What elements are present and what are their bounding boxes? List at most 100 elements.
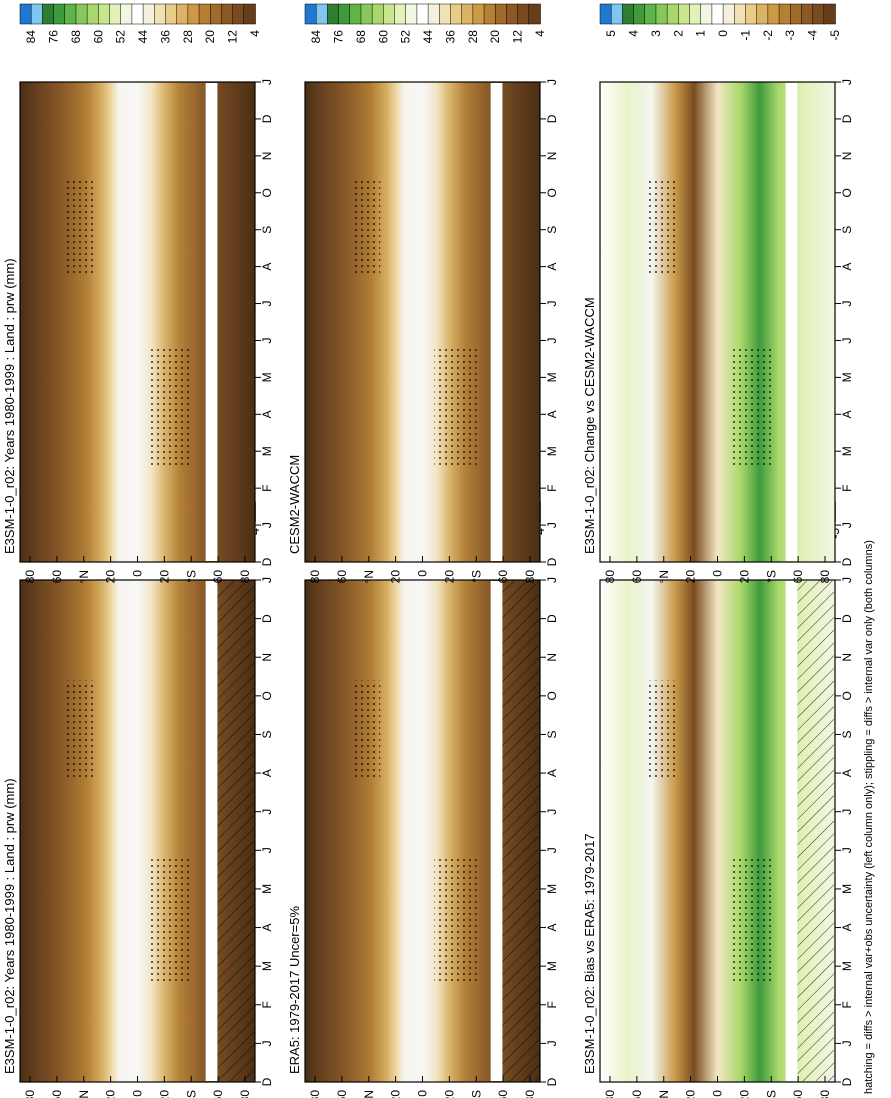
colorbar-swatch — [722, 3, 736, 25]
lat-label: °N — [77, 570, 91, 583]
lat-label: °N — [362, 1090, 376, 1098]
month-label: S — [260, 730, 274, 738]
colorbar-swatch — [427, 3, 441, 25]
month-label: D — [545, 1077, 559, 1086]
lat-label: 80 — [23, 1090, 37, 1098]
colorbar-swatch — [633, 3, 646, 25]
colorbar-swatch — [198, 3, 211, 25]
month-label: S — [840, 730, 854, 738]
month-label: J — [260, 809, 274, 815]
colorbar-swatch — [812, 3, 825, 25]
missing-band — [785, 581, 798, 1081]
colorbar-swatch — [461, 3, 474, 25]
month-label: N — [545, 152, 559, 161]
colorbar-swatch — [142, 3, 156, 25]
colorbar-label: 44 — [421, 30, 435, 44]
month-label: J — [260, 337, 274, 343]
month-label: F — [260, 1001, 274, 1008]
month-label: M — [840, 884, 854, 894]
month-label: S — [260, 226, 274, 234]
colorbar-swatch — [109, 3, 122, 25]
colorbar-swatch — [349, 3, 362, 25]
colorbar-swatch — [405, 3, 418, 25]
colorbar-label: -1 — [738, 30, 752, 41]
stippling — [67, 680, 96, 781]
month-label: M — [260, 884, 274, 894]
lat-label: 20 — [157, 570, 171, 584]
lat-label: 0 — [416, 1090, 430, 1097]
colorbar-swatch — [528, 3, 541, 25]
month-label: J — [545, 337, 559, 343]
month-label: D — [260, 1077, 274, 1086]
panel-p4: D J F M A M J J A S O N D J 80 60 °N 20 0 20 °S 60 80 E3SM-1-0_… — [2, 3, 274, 584]
month-label: A — [545, 924, 559, 932]
month-label: J — [545, 301, 559, 307]
month-label: O — [840, 691, 854, 700]
month-label: O — [545, 691, 559, 700]
colorbar-swatch — [165, 3, 178, 25]
month-label: N — [545, 653, 559, 662]
month-label: J — [545, 809, 559, 815]
colorbar-label: 28 — [466, 30, 480, 44]
lat-label: 0 — [711, 570, 725, 577]
panel-title: E3SM-1-0_r02: Change vs CESM2-WACCM — [582, 297, 597, 554]
colorbar-swatch — [745, 3, 758, 25]
month-label: D — [260, 557, 274, 566]
lat-label: 80 — [818, 570, 832, 584]
panel-field — [599, 81, 836, 563]
colorbar-label: 3 — [649, 30, 663, 37]
colorbar-swatch — [494, 3, 508, 25]
colorbar-swatch — [711, 3, 724, 25]
month-label: J — [840, 1040, 854, 1046]
stippling — [149, 856, 192, 982]
stippling — [149, 346, 192, 466]
stippling — [67, 178, 96, 274]
stippling — [729, 346, 772, 466]
month-label: N — [840, 152, 854, 161]
lat-label: 60 — [791, 570, 805, 584]
lat-label: 60 — [50, 570, 64, 584]
panel-p2: D J F M A M J J A S O N D J 80 60 °N 20 0 20 °S 60 80 ERA5: 197… — [287, 501, 559, 1098]
colorbar-swatch — [371, 3, 385, 25]
colorbar-label: 84 — [309, 30, 323, 44]
colorbar-label: 12 — [226, 30, 240, 44]
month-label: N — [840, 653, 854, 662]
lat-label: 20 — [389, 1090, 403, 1098]
panel-title: ERA5: 1979-2017 Uncer=5% — [287, 906, 302, 1074]
month-label: A — [545, 410, 559, 418]
colorbar-label: 2 — [671, 30, 685, 37]
panel-title: CESM2-WACCM — [287, 455, 302, 554]
month-label: A — [545, 263, 559, 271]
month-label: M — [840, 372, 854, 382]
colorbar-label: 76 — [47, 30, 61, 44]
lat-label: 20 — [684, 570, 698, 584]
colorbar-label: 60 — [91, 30, 105, 44]
month-label: D — [545, 614, 559, 623]
colorbar-swatch — [734, 3, 747, 25]
colorbar-swatch — [700, 3, 713, 25]
month-label: J — [260, 79, 274, 85]
colorbar-swatch — [98, 3, 111, 25]
lat-label: 60 — [630, 570, 644, 584]
colorbar-swatch — [19, 3, 32, 25]
month-label: M — [260, 372, 274, 382]
month-label: D — [840, 114, 854, 123]
colorbar-swatch — [53, 3, 66, 25]
colorbar-swatch — [756, 3, 769, 25]
colorbar-label: -3 — [783, 30, 797, 41]
colorbar-label: 28 — [181, 30, 195, 44]
colorbar-swatch — [599, 3, 612, 25]
lat-label: 20 — [104, 1090, 118, 1098]
month-label: A — [260, 924, 274, 932]
colorbar-swatch — [209, 3, 223, 25]
panel-title: E3SM-1-0_r02: Years 1980-1999 : Land : p… — [2, 258, 17, 554]
lat-label: 20 — [157, 1090, 171, 1098]
missing-band — [490, 581, 503, 1081]
colorbar-swatch — [789, 3, 803, 25]
lat-label: 0 — [711, 1090, 725, 1097]
colorbar-swatch — [622, 3, 635, 25]
colorbar-swatch — [360, 3, 373, 25]
month-label: N — [260, 152, 274, 161]
month-label: J — [545, 1040, 559, 1046]
